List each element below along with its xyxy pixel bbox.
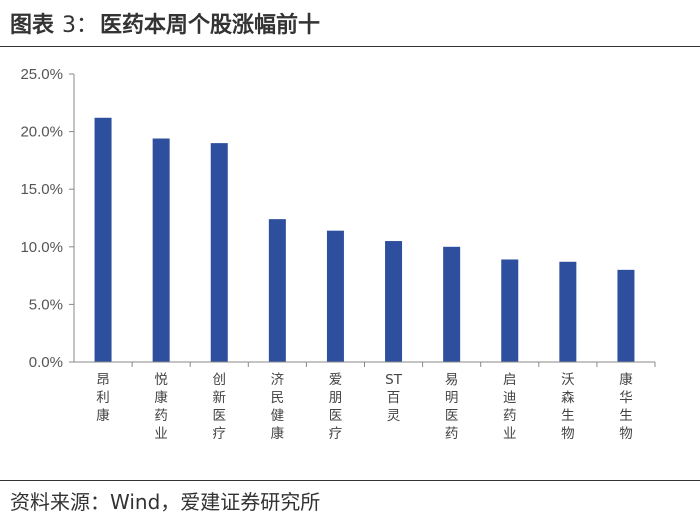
bar — [210, 143, 228, 362]
x-tick-label: 悦康药业 — [154, 372, 168, 442]
bar — [385, 241, 403, 362]
chart-title: 图表 3： 医药本周个股涨幅前十 — [10, 8, 320, 38]
bar — [559, 261, 577, 362]
bar — [501, 259, 519, 362]
y-tick-label: 5.0% — [29, 296, 63, 313]
bar — [326, 230, 344, 362]
source-divider — [0, 480, 700, 481]
source-note: 资料来源：Wind，爱建证券研究所 — [10, 489, 321, 514]
y-tick-label: 0.0% — [29, 354, 63, 371]
figure-label: 图表 — [10, 13, 55, 38]
bar — [268, 219, 286, 362]
figure-title: 医药本周个股涨幅前十 — [100, 13, 321, 38]
y-tick-label: 10.0% — [20, 239, 63, 256]
x-axis: 昂利康 悦康药业 创新医疗 济民健康 爱朋医疗 ST 百灵 易明医药 启迪药业 沃森生物 康华生物 — [74, 361, 656, 442]
x-tick-label: 启迪药业 — [503, 372, 517, 442]
x-tick-label: 爱朋医疗 — [329, 372, 343, 442]
bar — [617, 269, 635, 362]
bar — [152, 138, 170, 362]
x-tick-label: 康华生物 — [619, 371, 633, 442]
x-tick-label: 沃森生物 — [561, 372, 575, 442]
y-tick-label: 25.0% — [20, 66, 63, 83]
figure-number: 3： — [62, 13, 99, 38]
bar — [443, 246, 461, 362]
y-tick-label: 15.0% — [20, 181, 63, 198]
y-tick-label: 20.0% — [20, 124, 63, 141]
bars — [94, 117, 635, 362]
title-divider — [0, 46, 700, 47]
x-tick-label: 昂利康 — [96, 372, 110, 424]
y-axis: 0.0% 5.0% 10.0% 15.0% 20.0% 25.0% — [20, 66, 75, 371]
x-tick-label: 易明医药 — [445, 372, 459, 442]
x-tick-label: ST 百灵 — [385, 372, 403, 424]
bar-chart: 0.0% 5.0% 10.0% 15.0% 20.0% 25.0% 昂利康 悦康药业 创新医疗… — [20, 66, 656, 442]
x-tick-label: 济民健康 — [271, 372, 285, 442]
x-tick-label: 创新医疗 — [213, 372, 227, 442]
bar — [94, 117, 112, 362]
